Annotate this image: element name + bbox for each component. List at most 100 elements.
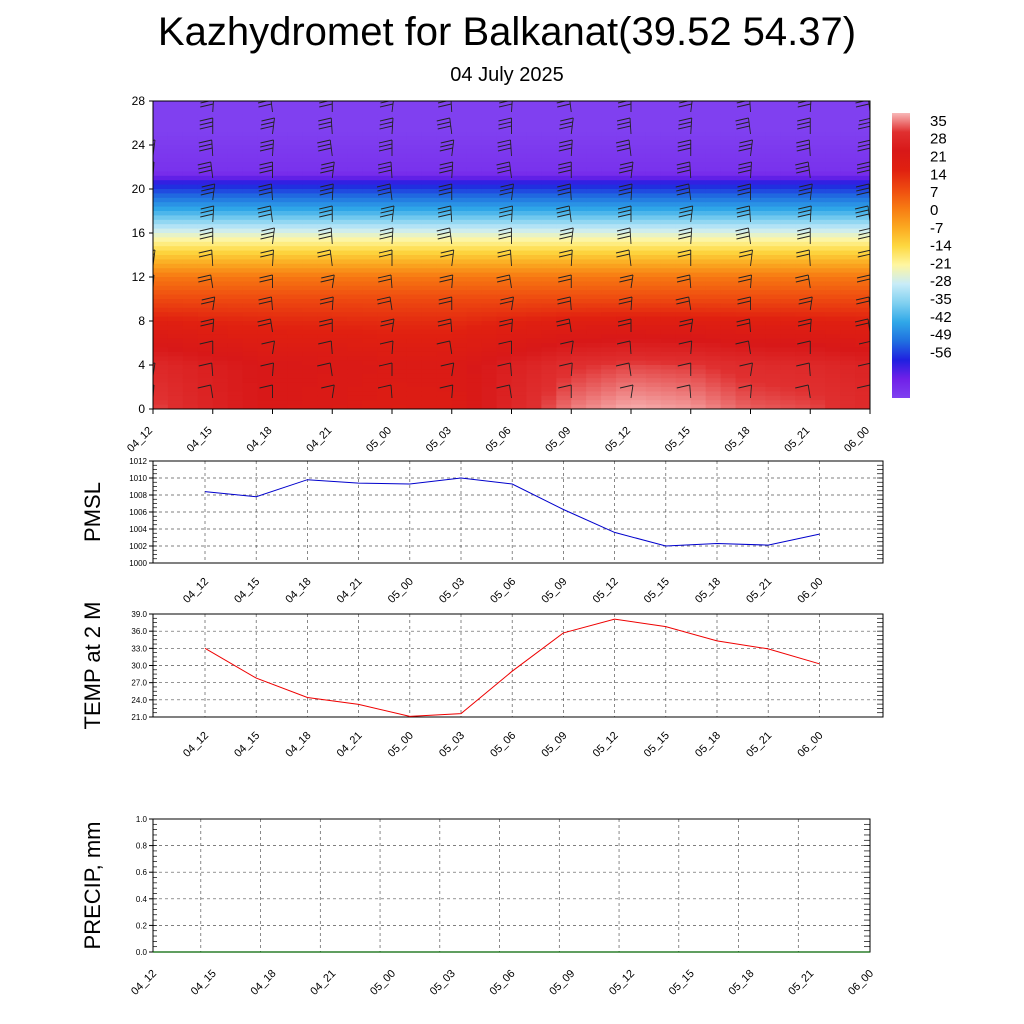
wind-barb-feather — [257, 209, 272, 214]
heatmap-cell — [601, 365, 617, 370]
wind-barb-staff — [748, 340, 751, 355]
heatmap-cell — [182, 127, 199, 133]
wind-barb-feather — [380, 209, 394, 214]
heatmap-cell — [750, 338, 767, 344]
heatmap-cell — [302, 334, 318, 340]
heatmap-cell — [541, 127, 557, 133]
heatmap-cell — [765, 387, 781, 392]
heatmap-cell — [840, 250, 856, 256]
heatmap-cell — [541, 114, 557, 120]
wind-barb-feather — [617, 121, 631, 126]
wind-barb-feather — [498, 125, 512, 130]
y-tick-label: 1002 — [129, 542, 147, 551]
heatmap-cell — [302, 268, 318, 274]
heatmap-cell — [780, 211, 796, 216]
wind-barb-feather — [153, 297, 154, 298]
heatmap-cell — [541, 101, 557, 106]
heatmap-cell — [182, 303, 199, 309]
heatmap-cell — [362, 145, 378, 150]
heatmap-cell — [526, 404, 542, 409]
heatmap-cell — [436, 400, 453, 406]
heatmap-cell — [810, 334, 826, 340]
heatmap-cell — [855, 404, 870, 409]
heatmap-cell — [406, 105, 423, 111]
heatmap-cell — [855, 369, 870, 375]
wind-barb-feather — [499, 318, 513, 323]
wind-barb-feather — [556, 209, 570, 214]
heatmap-cell — [347, 281, 363, 287]
heatmap-cell — [720, 347, 737, 353]
heatmap-cell — [571, 285, 587, 291]
heatmap-cell — [556, 395, 572, 401]
heatmap-cell — [645, 343, 662, 348]
heatmap-cell — [780, 285, 796, 291]
heatmap-cell — [212, 387, 229, 392]
heatmap-cell — [810, 189, 826, 194]
heatmap-cell — [406, 281, 423, 287]
heatmap-cell — [690, 303, 707, 309]
heatmap-cell — [272, 189, 289, 194]
heatmap-cell — [586, 272, 602, 278]
heatmap-cell — [496, 105, 513, 111]
wind-barb-feather — [259, 384, 273, 389]
heatmap-cell — [660, 250, 677, 256]
heatmap-cell — [750, 356, 767, 362]
heatmap-cell — [377, 219, 393, 225]
wind-barb-feather — [320, 165, 334, 170]
heatmap-cell — [362, 277, 378, 282]
wind-barb-feather — [497, 139, 511, 144]
wind-barb-feather — [258, 296, 272, 301]
heatmap-cell — [690, 391, 707, 397]
heatmap-cell — [660, 145, 677, 150]
heatmap-cell — [272, 162, 289, 168]
heatmap-cell — [451, 241, 468, 247]
heatmap-cell — [317, 325, 333, 331]
heatmap-cell — [705, 109, 722, 115]
heatmap-cell — [660, 334, 677, 340]
heatmap-cell — [406, 290, 423, 296]
heatmap-cell — [167, 211, 184, 216]
wind-barb-feather — [257, 205, 271, 210]
heatmap-cell — [212, 321, 229, 326]
heatmap-cell — [257, 224, 274, 230]
heatmap-cell — [795, 255, 811, 260]
heatmap-cell — [377, 114, 393, 120]
heatmap-cell — [421, 167, 438, 172]
heatmap-cell — [601, 263, 617, 269]
heatmap-cell — [451, 343, 468, 348]
heatmap-cell — [496, 351, 513, 357]
x-tick-label: 05_15 — [642, 730, 672, 760]
heatmap-cell — [317, 167, 333, 172]
heatmap-cell — [840, 321, 856, 326]
heatmap-cell — [750, 105, 767, 111]
heatmap-cell — [825, 404, 841, 409]
wind-barb-feather — [618, 187, 632, 192]
heatmap-cell — [332, 255, 348, 260]
heatmap-cell — [466, 382, 483, 388]
heatmap-cell — [287, 219, 303, 225]
heatmap-cell — [362, 118, 378, 124]
heatmap-cell — [601, 127, 617, 133]
wind-barb-feather — [556, 205, 570, 210]
heatmap-cell — [765, 307, 781, 313]
heatmap-cell — [257, 303, 274, 309]
wind-barb-feather — [615, 362, 630, 367]
wind-barb-feather — [678, 340, 692, 345]
heatmap-cell — [675, 259, 692, 265]
heatmap-cell — [750, 193, 767, 199]
heatmap-cell — [302, 202, 318, 208]
heatmap-cell — [631, 109, 647, 115]
heatmap-cell — [556, 391, 572, 397]
chart-date: 04 July 2025 — [450, 64, 564, 86]
heatmap-cell — [332, 114, 348, 120]
wind-barb-feather — [437, 318, 451, 323]
heatmap-cell — [287, 343, 303, 348]
heatmap-cell — [780, 365, 796, 370]
heatmap-cell — [257, 140, 274, 146]
heatmap-cell — [153, 105, 169, 111]
heatmap-cell — [855, 281, 870, 287]
heatmap-cell — [287, 387, 303, 392]
wind-barb-feather — [797, 121, 811, 126]
heatmap-cell — [616, 312, 632, 318]
heatmap-cell — [332, 404, 348, 409]
